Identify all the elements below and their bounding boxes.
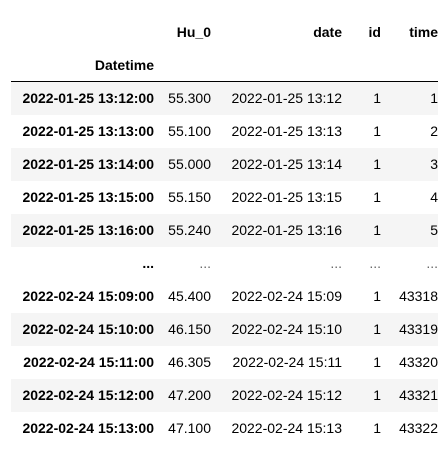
index-name-blank-cell xyxy=(211,49,342,82)
hu-cell: 47.200 xyxy=(168,387,211,403)
ellipsis-row: ... ... ... ... ... xyxy=(11,247,438,280)
row-index-cell: 2022-01-25 13:16:00 xyxy=(22,222,154,238)
hu-cell: 47.100 xyxy=(168,420,211,436)
time-ellipsis: ... xyxy=(426,255,438,271)
table-row: 2022-02-24 15:09:00 45.400 2022-02-24 15… xyxy=(11,280,438,313)
hu-cell: 45.400 xyxy=(168,288,211,304)
date-cell: 2022-02-24 15:12 xyxy=(231,387,342,403)
date-cell: 2022-02-24 15:10 xyxy=(231,321,342,337)
table-row: 2022-01-25 13:16:00 55.240 2022-01-25 13… xyxy=(11,213,438,247)
date-cell: 2022-01-25 13:15 xyxy=(231,189,342,205)
dataframe-table: Hu_0 date id time Datetime 2022-01-25 13… xyxy=(11,15,438,445)
id-cell: 1 xyxy=(373,222,381,238)
time-cell: 3 xyxy=(430,156,438,172)
date-ellipsis: ... xyxy=(330,255,342,271)
id-cell: 1 xyxy=(373,90,381,107)
column-header-date: date xyxy=(313,24,342,40)
table-body: 2022-01-25 13:12:00 55.300 2022-01-25 13… xyxy=(11,81,438,445)
id-ellipsis: ... xyxy=(369,255,381,271)
row-index-cell: 2022-01-25 13:13:00 xyxy=(22,123,154,139)
row-index-cell: 2022-01-25 13:14:00 xyxy=(22,156,154,172)
table-row: 2022-01-25 13:14:00 55.000 2022-01-25 13… xyxy=(11,147,438,181)
table-row: 2022-02-24 15:12:00 47.200 2022-02-24 15… xyxy=(11,378,438,412)
date-cell: 2022-02-24 15:11 xyxy=(232,354,343,370)
row-index-cell: 2022-01-25 13:15:00 xyxy=(22,189,154,205)
hu-cell: 55.150 xyxy=(168,189,211,205)
table-row: 2022-01-25 13:12:00 55.300 2022-01-25 13… xyxy=(11,81,438,115)
index-name-header: Datetime xyxy=(94,57,154,73)
table-row: 2022-02-24 15:13:00 47.100 2022-02-24 15… xyxy=(11,412,438,445)
date-cell: 2022-01-25 13:13 xyxy=(231,123,342,139)
time-cell: 43319 xyxy=(399,321,438,337)
row-index-cell: 2022-02-24 15:11:00 xyxy=(23,354,154,370)
id-cell: 1 xyxy=(373,321,381,337)
id-cell: 1 xyxy=(373,288,381,304)
time-cell: 43318 xyxy=(399,288,438,304)
id-cell: 1 xyxy=(373,156,381,172)
index-name-blank-cell xyxy=(154,49,211,82)
id-cell: 1 xyxy=(373,189,381,205)
id-cell: 1 xyxy=(373,354,381,370)
row-index-ellipsis: ... xyxy=(142,255,154,271)
index-name-blank-cell xyxy=(342,49,381,82)
time-cell: 43321 xyxy=(399,387,438,403)
id-cell: 1 xyxy=(373,387,381,403)
row-index-cell: 2022-02-24 15:13:00 xyxy=(22,420,154,436)
row-index-cell: 2022-02-24 15:12:00 xyxy=(22,387,154,403)
table-row: 2022-02-24 15:11:00 46.305 2022-02-24 15… xyxy=(11,346,438,379)
date-cell: 2022-01-25 13:14 xyxy=(231,156,342,172)
header-blank-cell xyxy=(11,15,154,49)
date-cell: 2022-01-25 13:12 xyxy=(231,90,342,107)
column-header-id: id xyxy=(368,24,381,40)
time-cell: 43322 xyxy=(399,420,438,436)
index-name-row: Datetime xyxy=(11,49,438,82)
hu-cell: 55.000 xyxy=(168,156,211,172)
date-cell: 2022-02-24 15:09 xyxy=(231,288,342,304)
time-cell: 43320 xyxy=(399,354,438,370)
hu-cell: 55.240 xyxy=(168,222,211,238)
index-name-blank-cell xyxy=(381,49,438,82)
row-index-cell: 2022-02-24 15:10:00 xyxy=(22,321,154,337)
time-cell: 2 xyxy=(430,123,438,139)
date-cell: 2022-01-25 13:16 xyxy=(231,222,342,238)
time-cell: 1 xyxy=(430,90,438,107)
time-cell: 5 xyxy=(430,222,438,238)
hu-ellipsis: ... xyxy=(199,255,211,271)
table-row: 2022-02-24 15:10:00 46.150 2022-02-24 15… xyxy=(11,312,438,346)
row-index-cell: 2022-01-25 13:12:00 xyxy=(22,90,154,107)
table-row: 2022-01-25 13:13:00 55.100 2022-01-25 13… xyxy=(11,115,438,148)
column-header-row: Hu_0 date id time xyxy=(11,15,438,49)
column-header-time: time xyxy=(409,24,438,40)
hu-cell: 46.150 xyxy=(168,321,211,337)
hu-cell: 55.100 xyxy=(168,123,211,139)
id-cell: 1 xyxy=(373,123,381,139)
time-cell: 4 xyxy=(430,189,438,205)
column-header-hu: Hu_0 xyxy=(176,24,211,40)
hu-cell: 46.305 xyxy=(168,354,211,370)
hu-cell: 55.300 xyxy=(168,90,211,107)
table-header: Hu_0 date id time Datetime xyxy=(11,15,438,82)
date-cell: 2022-02-24 15:13 xyxy=(231,420,342,436)
id-cell: 1 xyxy=(373,420,381,436)
table-row: 2022-01-25 13:15:00 55.150 2022-01-25 13… xyxy=(11,181,438,214)
row-index-cell: 2022-02-24 15:09:00 xyxy=(22,288,154,304)
